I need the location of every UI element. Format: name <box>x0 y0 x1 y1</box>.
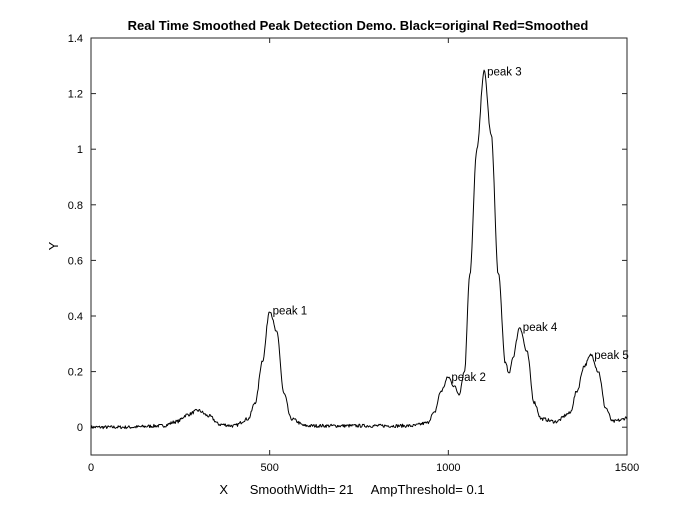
peak-label-1: peak 1 <box>273 305 308 317</box>
y-tick-label: 0 <box>77 422 83 434</box>
series-line-0 <box>90 69 628 430</box>
y-axis-label: Y <box>46 241 61 250</box>
x-tick-label: 1000 <box>436 462 460 474</box>
plot-area-frame <box>90 37 628 456</box>
x-tick-label: 0 <box>88 462 94 474</box>
y-tick-label: 0.4 <box>68 311 83 323</box>
y-tick-label: 1 <box>77 144 83 156</box>
y-tick-label: 1.4 <box>68 33 83 45</box>
peak-label-5: peak 5 <box>594 350 629 362</box>
y-tick-label: 1.2 <box>68 89 83 101</box>
y-tick-label: 0.8 <box>68 200 83 212</box>
y-tick-label: 0.6 <box>68 255 83 267</box>
peak-label-2: peak 2 <box>451 372 486 384</box>
annotations-layer: peak 1 peak 2 peak 3 peak 4 peak 5 <box>273 66 629 384</box>
peak-label-4: peak 4 <box>523 322 558 334</box>
x-tick-label: 1500 <box>615 462 639 474</box>
series-layer <box>90 69 628 430</box>
axis-ticks: 0 500 1000 1500 0 0.2 0.4 0.6 0.8 1 1.2 1.4 <box>68 33 640 474</box>
peak-label-3: peak 3 <box>487 66 522 78</box>
x-tick-label: 500 <box>260 462 278 474</box>
chart-title: Real Time Smoothed Peak Detection Demo. … <box>128 18 589 33</box>
y-tick-label: 0.2 <box>68 367 83 379</box>
x-axis-label: X SmoothWidth= 21 AmpThreshold= 0.1 <box>219 482 484 497</box>
